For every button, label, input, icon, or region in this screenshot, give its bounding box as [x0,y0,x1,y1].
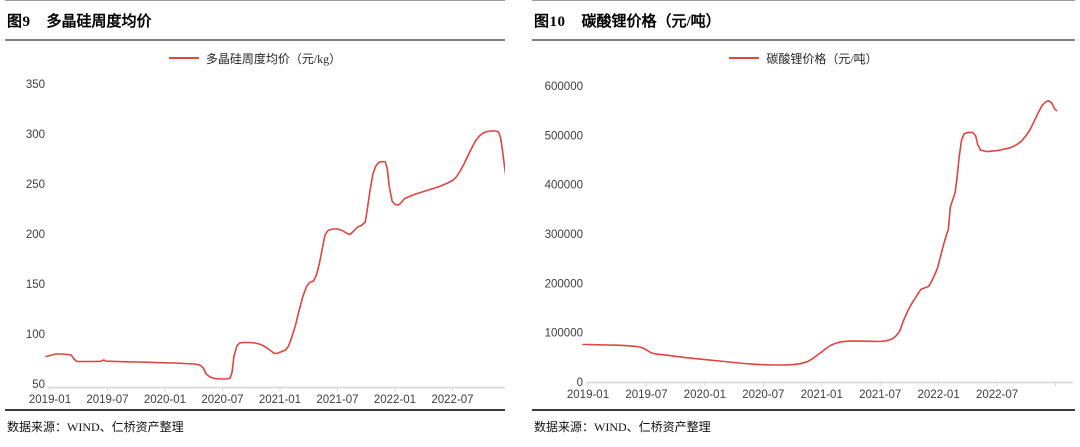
lithium-carbonate-price-chart: 2019-01 2019-07 2020-01 2020-07 2021-01 2021-… [545,81,1073,401]
legend-line-marker [168,57,199,59]
svg-text:0: 0 [577,377,583,389]
figure-9-source-note: 数据来源：WIND、仁桥资产整理 [5,409,505,446]
svg-text:2021-01: 2021-01 [801,389,843,401]
figure-9-title: 图9 多晶硅周度均价 [5,0,505,41]
svg-text:2021-07: 2021-07 [859,389,901,401]
svg-text:2020-07: 2020-07 [742,389,784,401]
svg-text:300000: 300000 [545,229,583,241]
svg-text:2022-07: 2022-07 [431,394,473,406]
figure-10-title: 图10 碳酸锂价格（元/吨） [532,0,1075,41]
figure-10-title-text: 碳酸锂价格（元/吨） [581,14,721,30]
svg-text:100: 100 [26,329,45,341]
svg-text:250: 250 [26,179,45,191]
svg-text:400000: 400000 [545,180,583,192]
figure-9-title-text: 多晶硅周度均价 [46,14,152,30]
svg-text:2022-01: 2022-01 [374,394,416,406]
svg-text:200: 200 [26,229,45,241]
svg-text:500000: 500000 [545,130,583,142]
svg-text:350: 350 [26,79,45,91]
polysilicon-price-chart: 2019-01 2019-07 2020-01 2020-07 2021-01 2021-… [26,79,505,406]
svg-text:200000: 200000 [545,278,583,290]
figure-9-legend: 多晶硅周度均价（元/kg） [5,41,505,75]
legend-line-marker [729,57,760,59]
svg-text:600000: 600000 [545,81,583,93]
svg-text:300: 300 [26,129,45,141]
figure-9-label: 图9 [7,14,31,30]
svg-text:2021-07: 2021-07 [316,394,358,406]
svg-text:100000: 100000 [545,328,583,340]
svg-text:2019-07: 2019-07 [625,389,667,401]
svg-text:2020-01: 2020-01 [684,389,726,401]
legend-label: 碳酸锂价格（元/吨） [766,51,878,66]
svg-text:2020-07: 2020-07 [201,394,243,406]
figure-9-panel: 图9 多晶硅周度均价 多晶硅周度均价（元/kg） 2019-01 2019-07 20… [5,0,505,447]
svg-text:2020-01: 2020-01 [144,394,186,406]
legend-label: 多晶硅周度均价（元/kg） [205,51,342,66]
svg-text:2022-01: 2022-01 [918,389,960,401]
figure-10-legend: 碳酸锂价格（元/吨） [532,41,1075,75]
svg-text:50: 50 [32,379,45,391]
svg-text:150: 150 [26,279,45,291]
svg-text:2019-01: 2019-01 [29,394,71,406]
svg-text:2019-07: 2019-07 [86,394,128,406]
figure-10-panel: 图10 碳酸锂价格（元/吨） 碳酸锂价格（元/吨） 2019-01 2019-07 2… [532,0,1075,447]
svg-text:2022-07: 2022-07 [976,389,1018,401]
svg-text:2021-01: 2021-01 [259,394,301,406]
figure-10-label: 图10 [534,14,566,30]
svg-text:2019-01: 2019-01 [567,389,609,401]
figure-10-source-note: 数据来源：WIND、仁桥资产整理 [532,409,1075,446]
